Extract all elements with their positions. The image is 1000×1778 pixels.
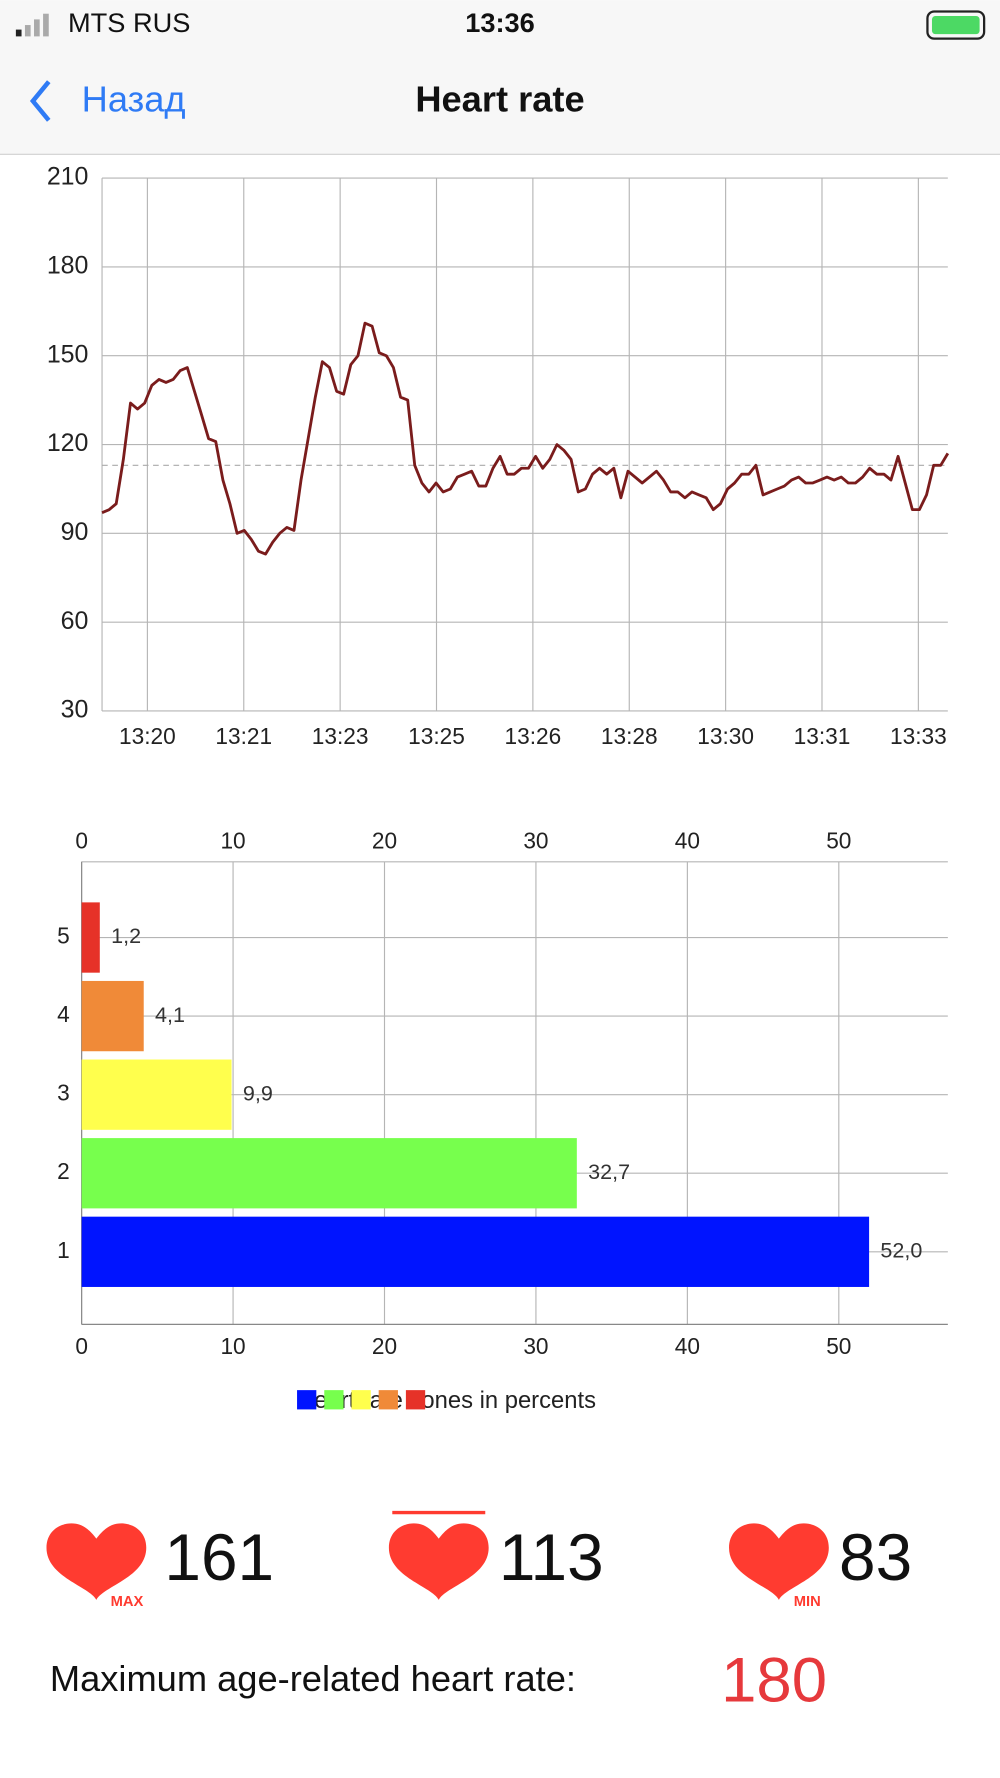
value-label: 52,0	[880, 1238, 922, 1262]
y-tick-label: 4	[57, 1001, 70, 1027]
y-tick-label: 150	[47, 340, 89, 368]
value-label: 4,1	[155, 1003, 185, 1027]
max-rate-value: 180	[721, 1646, 827, 1716]
y-tick-label: 2	[57, 1158, 70, 1184]
x-tick-label: 20	[372, 827, 397, 853]
x-tick-label: 13:33	[890, 723, 947, 749]
max-rate-label: Maximum age-related heart rate:	[50, 1658, 576, 1699]
legend-label: Heart rate zones in percents	[297, 1387, 596, 1414]
value-label: 9,9	[243, 1081, 273, 1105]
stat-value: 113	[499, 1520, 604, 1594]
x-tick-label: 13:30	[697, 723, 754, 749]
stat-min: MIN 83	[729, 1520, 912, 1610]
hr-line	[101, 321, 950, 556]
legend-swatch	[378, 1390, 398, 1410]
x-tick-label: 10	[220, 827, 245, 853]
x-tick-label: 0	[75, 1333, 88, 1359]
header-bg	[0, 0, 1000, 155]
y-tick-label: 180	[47, 252, 89, 280]
bar	[81, 980, 144, 1052]
bar	[81, 1059, 232, 1130]
value-label: 32,7	[588, 1160, 630, 1184]
y-tick-label: 3	[57, 1080, 70, 1106]
legend-swatch	[351, 1390, 371, 1410]
carrier: MTS RUS	[68, 7, 190, 38]
y-tick-label: 1	[57, 1237, 70, 1263]
battery-level	[931, 15, 980, 35]
x-tick-label: 20	[372, 1333, 397, 1359]
y-tick-label: 30	[61, 696, 89, 724]
bar	[81, 902, 100, 973]
legend-swatch	[405, 1390, 426, 1410]
stat-tag: MAX	[111, 1594, 144, 1610]
clock: 13:36	[465, 7, 535, 38]
battery	[926, 10, 986, 40]
y-tick-label: 210	[47, 163, 89, 191]
bar	[81, 1216, 870, 1287]
legend-swatch	[297, 1390, 317, 1410]
stat-value: 161	[164, 1520, 274, 1594]
stat-max: MAX 161	[46, 1520, 274, 1610]
signal	[15, 13, 49, 37]
stat-tag: MIN	[794, 1594, 821, 1610]
x-tick-label: 13:20	[119, 723, 176, 749]
x-tick-label: 10	[220, 1333, 245, 1359]
x-tick-label: 30	[523, 1333, 548, 1359]
x-tick-label: 13:31	[794, 723, 851, 749]
back-chevron[interactable]	[29, 80, 51, 122]
x-tick-label: 40	[675, 827, 700, 853]
stat-avg: 113	[388, 1510, 604, 1600]
value-label: 1,2	[111, 924, 141, 948]
x-tick-label: 0	[75, 827, 88, 853]
stat-value: 83	[839, 1520, 912, 1594]
y-tick-label: 60	[61, 607, 89, 635]
x-tick-label: 30	[523, 827, 548, 853]
y-tick-label: 5	[57, 923, 70, 949]
y-tick-label: 120	[47, 429, 89, 457]
x-tick-label: 13:26	[505, 723, 562, 749]
x-tick-label: 13:28	[601, 723, 658, 749]
bar	[81, 1138, 577, 1209]
back-button[interactable]: Назад	[82, 79, 186, 120]
x-tick-label: 50	[826, 827, 851, 853]
x-tick-label: 40	[675, 1333, 700, 1359]
y-tick-label: 90	[61, 518, 89, 546]
x-tick-label: 13:23	[312, 723, 369, 749]
x-tick-label: 50	[826, 1333, 851, 1359]
legend-swatch	[324, 1390, 344, 1410]
x-tick-label: 13:21	[215, 723, 272, 749]
nav-title: Heart rate	[415, 79, 584, 120]
x-tick-label: 13:25	[408, 723, 465, 749]
